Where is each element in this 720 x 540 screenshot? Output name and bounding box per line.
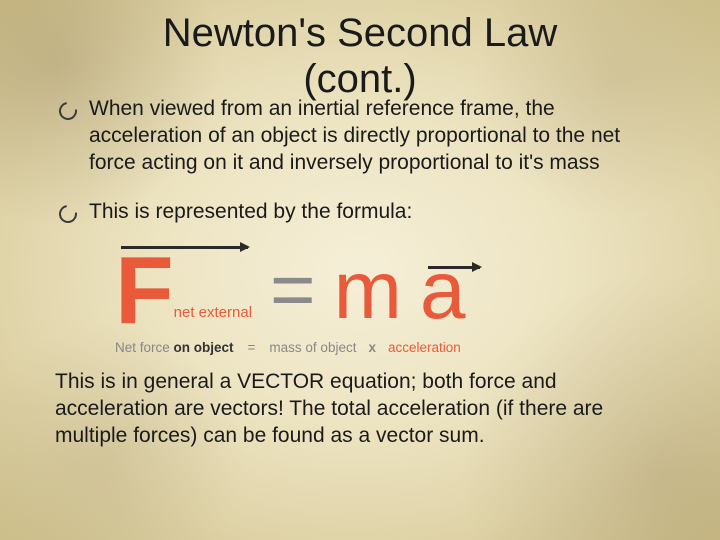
accel-symbol: a xyxy=(420,245,466,336)
slide-container: Newton's Second Law (cont.) When viewed … xyxy=(0,0,720,540)
accel-vector-group: a xyxy=(420,260,466,334)
caption-accel: acceleration xyxy=(388,340,461,355)
formula-caption: Net force on object = mass of object x a… xyxy=(115,340,665,355)
caption-netforce-bold: on object xyxy=(174,340,234,355)
caption-equals: = xyxy=(248,340,256,355)
mass-symbol: m xyxy=(334,254,402,328)
force-vector-group: Fnet external xyxy=(115,248,252,334)
formula-equation: Fnet external = m a xyxy=(115,248,665,334)
bullet-item: This is represented by the formula: xyxy=(55,199,665,226)
force-subscript: net external xyxy=(174,304,252,321)
title-line-1: Newton's Second Law xyxy=(163,11,558,55)
equals-sign: = xyxy=(270,254,316,324)
slide-title: Newton's Second Law (cont.) xyxy=(55,10,665,102)
bullet-item: When viewed from an inertial reference f… xyxy=(55,96,665,177)
bullet-text: This is represented by the formula: xyxy=(89,200,412,223)
vector-arrow-icon xyxy=(121,246,248,249)
caption-mass: mass of object xyxy=(269,340,356,355)
bullet-text: When viewed from an inertial reference f… xyxy=(89,97,620,174)
bullet-list: When viewed from an inertial reference f… xyxy=(55,96,665,226)
caption-times: x xyxy=(368,340,376,355)
closing-paragraph: This is in general a VECTOR equation; bo… xyxy=(55,369,665,450)
title-line-2: (cont.) xyxy=(303,57,416,101)
force-symbol: F xyxy=(115,237,172,344)
formula-block: Fnet external = m a Net force on object … xyxy=(115,248,665,355)
